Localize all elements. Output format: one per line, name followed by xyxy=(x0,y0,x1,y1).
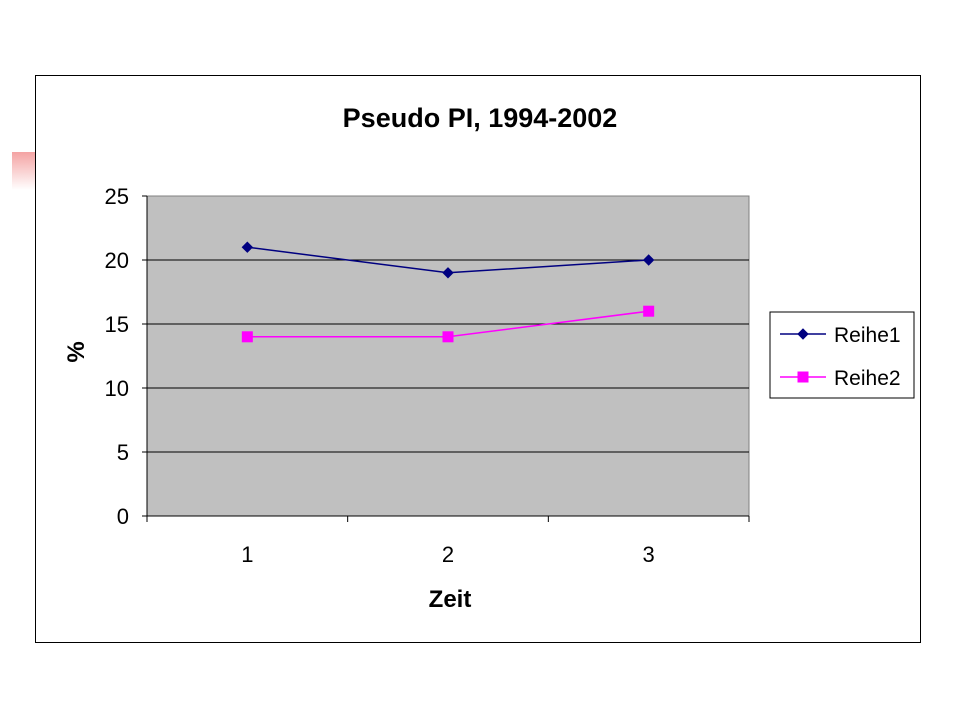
legend-item-reihe1: Reihe1 xyxy=(780,324,901,347)
x-tick-label: 3 xyxy=(643,542,655,567)
y-tick-label: 5 xyxy=(117,440,129,465)
slide-accent-bar xyxy=(12,152,36,190)
y-tick-label: 20 xyxy=(105,248,129,273)
legend-label: Reihe2 xyxy=(834,367,901,390)
x-axis-ticks: 1 2 3 xyxy=(146,516,750,567)
x-tick-label: 1 xyxy=(241,542,253,567)
data-point xyxy=(442,331,454,343)
plot-area xyxy=(146,195,750,517)
legend-label: Reihe1 xyxy=(834,324,901,347)
legend-marker xyxy=(797,328,809,340)
series-reihe1 xyxy=(241,241,655,279)
y-tick-label: 15 xyxy=(105,312,129,337)
y-tick-label: 25 xyxy=(105,184,129,209)
x-tick-label: 2 xyxy=(442,542,454,567)
axes xyxy=(146,196,749,517)
series-reihe2 xyxy=(241,305,655,343)
y-axis-ticks: 0 5 10 15 20 25 xyxy=(105,184,147,529)
data-point xyxy=(642,254,655,266)
data-point xyxy=(241,241,254,253)
y-tick-label: 10 xyxy=(105,376,129,401)
legend-item-reihe2: Reihe2 xyxy=(780,367,901,390)
legend: Reihe1 Reihe2 xyxy=(769,311,915,399)
legend-box xyxy=(769,311,915,399)
series-layer xyxy=(241,241,655,343)
x-axis-title: Zeit xyxy=(429,586,472,613)
legend-marker xyxy=(797,371,809,383)
data-point xyxy=(241,331,253,343)
y-axis-title: % xyxy=(63,341,90,362)
data-point xyxy=(643,305,655,317)
chart-title: Pseudo PI, 1994-2002 xyxy=(343,103,618,133)
y-tick-label: 0 xyxy=(117,504,129,529)
data-point xyxy=(442,267,454,279)
